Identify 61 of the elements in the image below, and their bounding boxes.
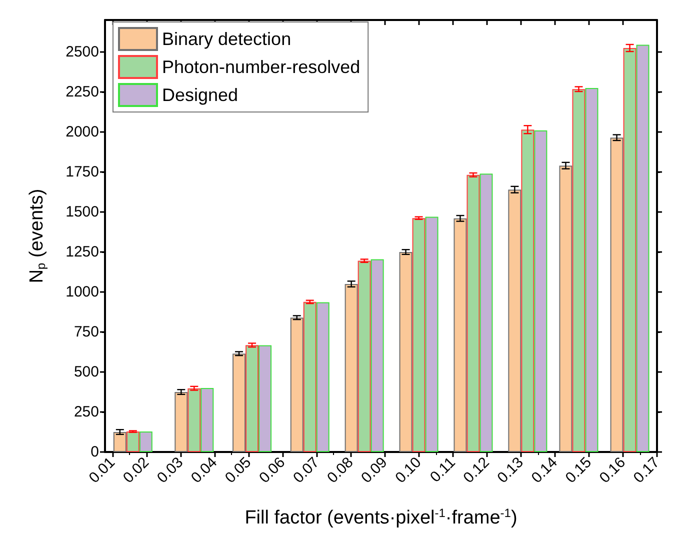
x-tick-label: 0.17: [630, 454, 664, 487]
y-tick-label: 750: [74, 324, 99, 340]
bar: [232, 354, 246, 452]
x-tick-label: 0.11: [426, 454, 459, 486]
x-tick-label: 0.07: [290, 454, 323, 487]
x-tick-label: 0.10: [392, 454, 425, 487]
bar: [246, 345, 259, 452]
y-tick-label: 1500: [66, 204, 99, 220]
y-tick-label: 500: [74, 364, 99, 380]
x-tick-label: 0.12: [460, 454, 493, 487]
bar: [412, 218, 426, 452]
y-tick-label: 1250: [66, 244, 99, 260]
x-tick-label: 0.16: [596, 454, 629, 487]
bar: [188, 388, 201, 452]
x-tick-label: 0.08: [324, 454, 357, 487]
y-tick-label: 2000: [66, 124, 99, 140]
y-axis-title: Np (events): [26, 188, 48, 284]
x-tick-label: 0.13: [494, 454, 527, 487]
bar: [454, 218, 467, 452]
y-tick-label: 2250: [66, 84, 99, 100]
bar: [113, 432, 126, 452]
legend-label: Photon-number-resolved: [162, 57, 360, 77]
x-tick-label: 0.06: [256, 454, 289, 487]
bar: [200, 388, 214, 452]
x-tick-label: 0.15: [562, 454, 595, 487]
bar: [344, 284, 358, 452]
bar: [303, 302, 316, 452]
y-tick-label: 250: [74, 404, 99, 420]
y-tick-label: 0: [90, 444, 99, 460]
bar: [534, 130, 548, 452]
x-tick-label: 0.09: [358, 454, 391, 487]
bar: [139, 432, 152, 452]
y-tick-label: 2500: [66, 44, 99, 60]
bar: [399, 252, 412, 452]
bar: [258, 345, 272, 452]
bar: [480, 174, 493, 452]
bar: [636, 44, 650, 452]
x-tick-label: 0.02: [120, 454, 153, 487]
legend-label: Binary detection: [162, 29, 292, 49]
bar: [316, 302, 330, 452]
legend-label: Designed: [162, 85, 238, 105]
bar: [572, 89, 586, 452]
bar: [623, 48, 636, 452]
x-tick-label: 0.05: [222, 454, 255, 487]
y-tick-label: 1750: [66, 164, 99, 180]
bar: [585, 88, 598, 452]
y-tick-label: 1000: [66, 284, 99, 300]
bar: [508, 190, 522, 452]
x-tick-label: 0.04: [188, 454, 221, 487]
bar: [358, 260, 371, 452]
x-tick-label: 0.03: [154, 454, 187, 487]
bar: [174, 392, 188, 452]
x-tick-label: 0.14: [528, 454, 561, 487]
bar: [521, 130, 534, 452]
bar: [466, 174, 480, 452]
bar: [559, 166, 572, 452]
bar: [370, 259, 384, 452]
bar: [425, 216, 438, 452]
bar: [290, 318, 304, 452]
bar: [610, 138, 624, 452]
bar: [126, 432, 140, 452]
